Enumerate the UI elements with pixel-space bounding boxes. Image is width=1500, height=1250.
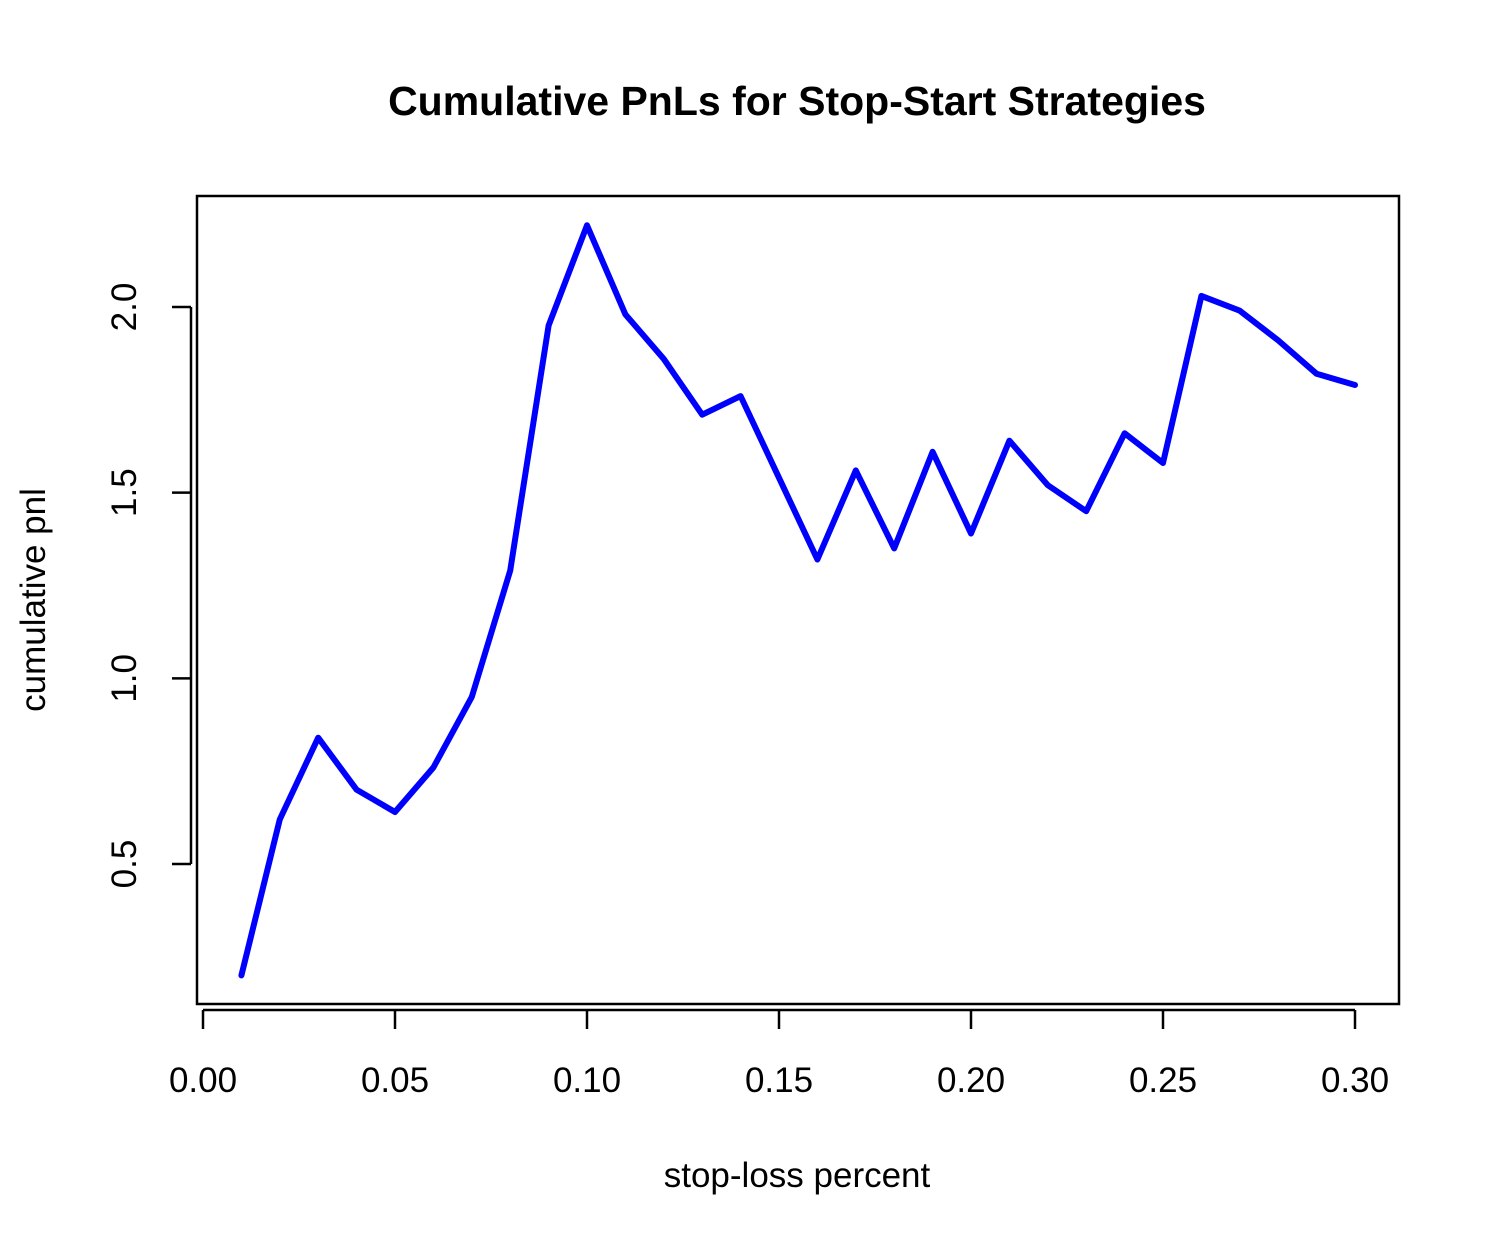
y-tick-label: 0.5 [105, 840, 144, 889]
y-axis: 0.5 1.0 1.5 2.0 [105, 283, 193, 889]
x-axis: 0.00 0.05 0.10 0.15 0.20 0.25 0.30 [169, 1008, 1389, 1100]
x-tick-label: 0.00 [169, 1061, 237, 1100]
x-tick-label: 0.20 [937, 1061, 1005, 1100]
series-layer [238, 222, 1358, 979]
y-tick-label: 2.0 [105, 283, 144, 332]
x-tick-label: 0.05 [361, 1061, 429, 1100]
chart-title: Cumulative PnLs for Stop-Start Strategie… [388, 78, 1206, 124]
series-line [238, 222, 1358, 979]
x-axis-label: stop-loss percent [664, 1156, 931, 1195]
y-tick-label: 1.5 [105, 468, 144, 517]
plot-frame [195, 194, 1401, 1006]
x-tick-label: 0.10 [553, 1061, 621, 1100]
y-tick-label: 1.0 [105, 654, 144, 703]
x-tick-label: 0.15 [745, 1061, 813, 1100]
y-axis-label: cumulative pnl [14, 488, 53, 712]
x-tick-label: 0.30 [1321, 1061, 1389, 1100]
x-tick-label: 0.25 [1129, 1061, 1197, 1100]
